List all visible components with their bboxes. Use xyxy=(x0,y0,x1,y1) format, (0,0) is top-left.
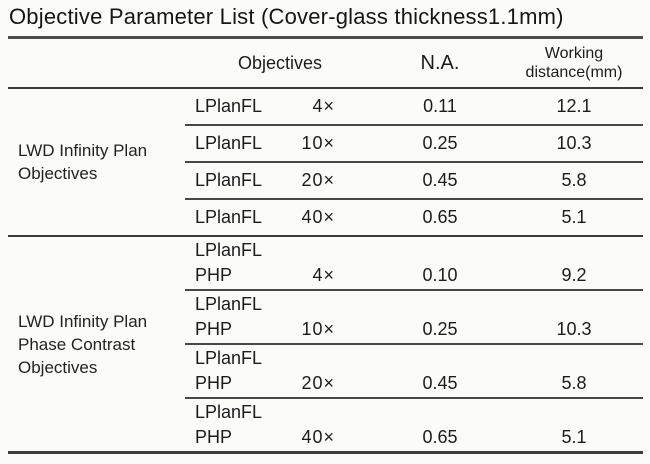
objective-name-line2: PHP 10× xyxy=(195,317,375,342)
objective-magnification: 20× xyxy=(301,373,335,393)
objective-name: LPlanFL xyxy=(195,96,263,116)
header-objectives: Objectives xyxy=(237,52,323,73)
objective-magnification: 10× xyxy=(301,319,335,339)
header-working-distance-line1: Working xyxy=(544,45,604,62)
objective-magnification: 4× xyxy=(312,96,335,116)
group-label-line: LWD Infinity Plan xyxy=(18,141,148,160)
working-distance-value: 12.1 xyxy=(556,96,592,116)
table-row: LPlanFL 40× 0.65 5.1 xyxy=(185,198,643,235)
objective-cell: LPlanFL 10× xyxy=(185,133,375,154)
header-working-distance-line2: distance(mm) xyxy=(525,64,623,81)
header-na: N.A. xyxy=(420,51,460,74)
group-label-line: Objectives xyxy=(18,164,98,183)
group-label-line: Phase Contrast xyxy=(18,334,136,354)
objective-name: LPlanFL xyxy=(195,170,263,190)
objective-cell: LPlanFL PHP 4× xyxy=(185,237,375,289)
working-distance-value: 10.3 xyxy=(556,319,592,339)
working-distance-value: 5.1 xyxy=(561,427,587,447)
table-row: LPlanFL PHP 40× 0.65 5.1 xyxy=(185,397,643,451)
objective-cell: LPlanFL 4× xyxy=(185,96,375,117)
working-distance-value: 5.1 xyxy=(561,207,587,227)
working-distance-value: 10.3 xyxy=(556,133,592,153)
na-value: 0.65 xyxy=(422,427,458,447)
na-value: 0.25 xyxy=(422,133,458,153)
objective-name: LPlanFL xyxy=(195,348,263,368)
objective-cell: LPlanFL PHP 40× xyxy=(185,399,375,451)
table-row: LPlanFL 4× 0.11 12.1 xyxy=(185,89,643,124)
page-title: Objective Parameter List (Cover-glass th… xyxy=(9,4,564,29)
na-value: 0.25 xyxy=(422,319,458,339)
table-row: LPlanFL PHP 4× 0.10 9.2 xyxy=(185,237,643,289)
objective-name-line2: PHP 40× xyxy=(195,425,375,450)
objective-name: LPlanFL xyxy=(195,294,263,314)
na-value: 0.11 xyxy=(423,96,457,116)
objective-series: PHP xyxy=(195,427,233,447)
group-lwd-infinity-plan-objectives: LWD Infinity Plan Objectives LPlanFL 4× … xyxy=(8,89,643,235)
objective-magnification: 20× xyxy=(301,170,335,190)
objective-name: LPlanFL xyxy=(195,402,263,422)
objective-name: LPlanFL xyxy=(195,133,263,153)
objective-series: PHP xyxy=(195,373,233,393)
objective-series: PHP xyxy=(195,319,233,339)
objective-name: LPlanFL xyxy=(195,240,263,260)
objective-cell: LPlanFL 40× xyxy=(185,207,375,228)
na-value: 0.45 xyxy=(422,170,458,190)
working-distance-value: 5.8 xyxy=(561,373,587,393)
group-label: LWD Infinity Plan Phase Contrast Objecti… xyxy=(8,237,185,451)
group-rows: LPlanFL PHP 4× 0.10 9.2 LPlanFL PHP xyxy=(185,237,643,451)
objective-series: PHP xyxy=(195,265,233,285)
group-rows: LPlanFL 4× 0.11 12.1 LPlanFL 10× 0.25 10… xyxy=(185,89,643,235)
objective-name: LPlanFL xyxy=(195,207,263,227)
table-row: LPlanFL 20× 0.45 5.8 xyxy=(185,161,643,198)
table-header-row: Objectives N.A. Working distance(mm) xyxy=(8,39,643,89)
objective-cell: LPlanFL 20× xyxy=(185,170,375,191)
objective-magnification: 40× xyxy=(301,427,335,447)
working-distance-value: 9.2 xyxy=(561,265,587,285)
na-value: 0.45 xyxy=(422,373,458,393)
objective-magnification: 10× xyxy=(301,133,335,153)
group-label-line: LWD Infinity Plan xyxy=(18,311,148,331)
working-distance-value: 5.8 xyxy=(561,170,587,190)
header-working-distance: Working distance(mm) xyxy=(505,44,643,82)
objective-cell: LPlanFL PHP 20× xyxy=(185,345,375,397)
table-row: LPlanFL 10× 0.25 10.3 xyxy=(185,124,643,161)
na-value: 0.65 xyxy=(422,207,458,227)
objective-magnification: 4× xyxy=(312,265,335,285)
table-row: LPlanFL PHP 10× 0.25 10.3 xyxy=(185,289,643,343)
objective-name-line2: PHP 20× xyxy=(195,371,375,396)
table-row: LPlanFL PHP 20× 0.45 5.8 xyxy=(185,343,643,397)
objective-parameter-table: Objectives N.A. Working distance(mm) LWD… xyxy=(8,36,643,454)
objective-magnification: 40× xyxy=(301,207,335,227)
group-label-line: Objectives xyxy=(18,357,98,377)
group-lwd-infinity-plan-phase-contrast-objectives: LWD Infinity Plan Phase Contrast Objecti… xyxy=(8,235,643,451)
objective-cell: LPlanFL PHP 10× xyxy=(185,291,375,343)
na-value: 0.10 xyxy=(422,265,458,285)
objective-name-line2: PHP 4× xyxy=(195,263,375,288)
group-label: LWD Infinity Plan Objectives xyxy=(8,89,185,235)
